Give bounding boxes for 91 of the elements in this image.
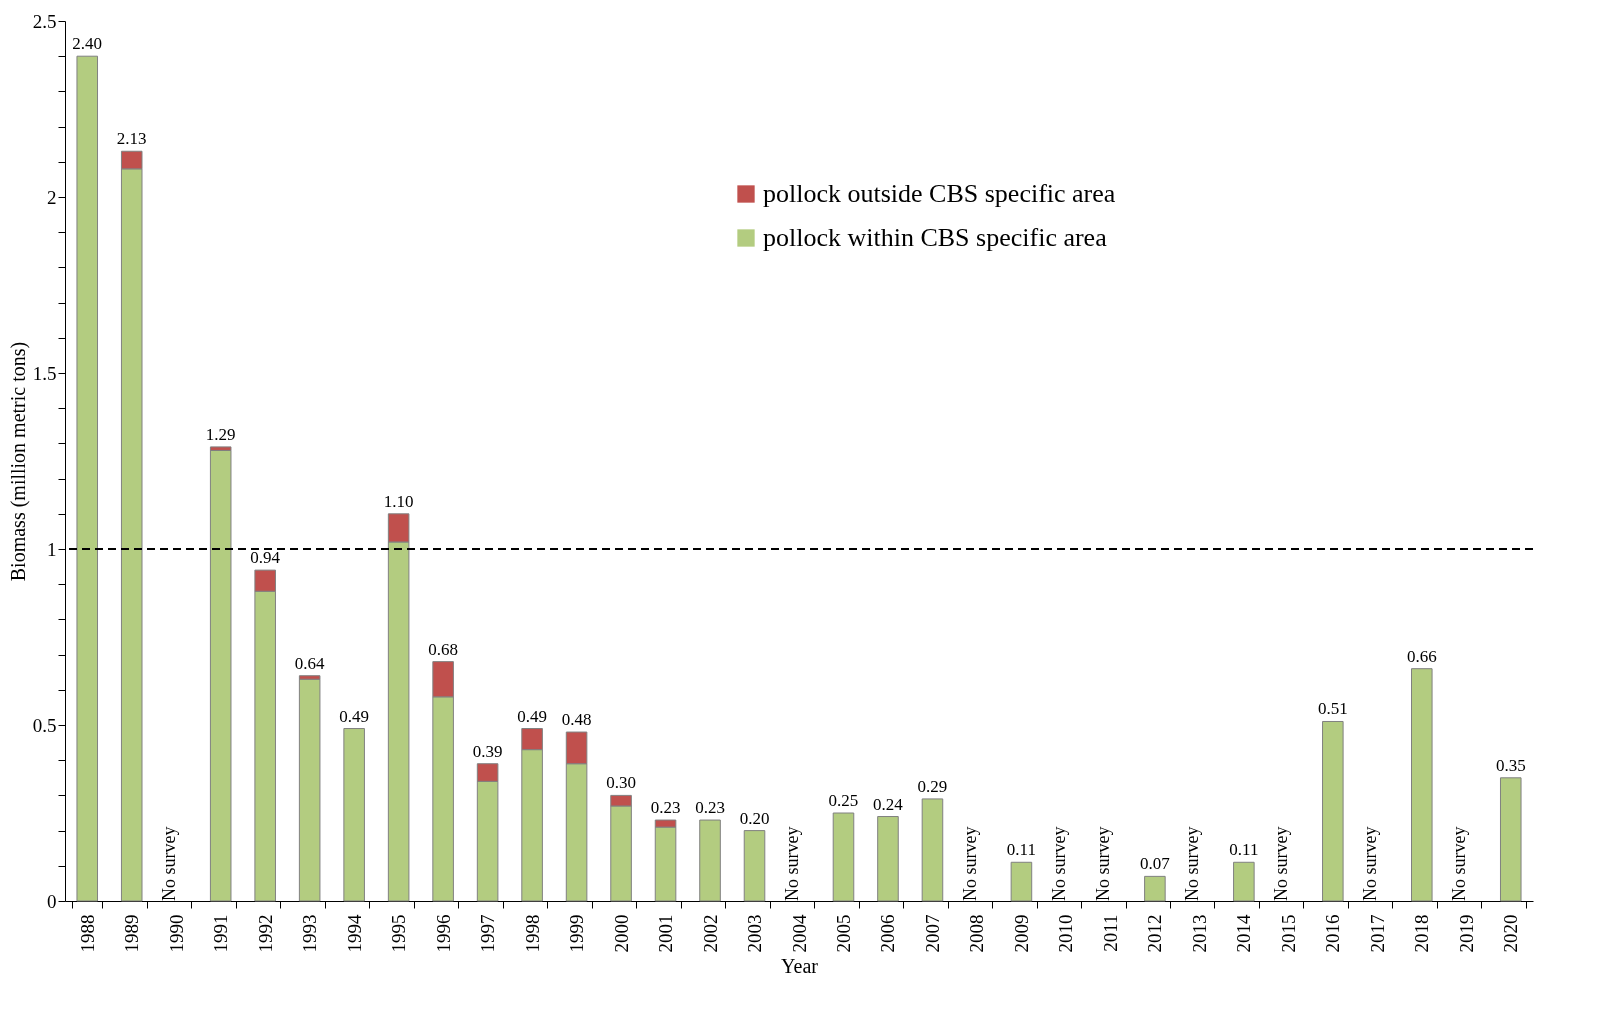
total-label: 1.10 xyxy=(383,491,414,511)
bar xyxy=(1144,875,1166,902)
x-tick-label: 1995 xyxy=(388,914,410,953)
total-label: 0.25 xyxy=(828,791,859,810)
x-tick-label: 2014 xyxy=(1233,914,1255,953)
annotation: No survey xyxy=(1449,826,1470,901)
annotation: No survey xyxy=(959,826,980,901)
annotation: No survey xyxy=(1182,826,1203,901)
total-label: 0.35 xyxy=(1495,755,1526,775)
total-label: 0.11 xyxy=(1006,840,1036,860)
total-label: 0.68 xyxy=(428,639,458,659)
bar xyxy=(921,798,944,902)
total-label: 0.24 xyxy=(873,794,904,814)
x-tick-label: 2005 xyxy=(832,914,854,953)
total-label: 0.64 xyxy=(294,653,326,673)
total-label: 0.94 xyxy=(250,548,281,568)
x-tick-label: 1988 xyxy=(76,914,98,953)
y-tick-label: 0 xyxy=(47,890,57,912)
annotation: No survey xyxy=(1271,826,1292,901)
total-label: 0.51 xyxy=(1317,699,1348,719)
total-label: 0.48 xyxy=(561,710,592,730)
x-tick-label: 1992 xyxy=(254,914,276,953)
total-label: 0.23 xyxy=(695,798,725,818)
x-tick-label: 2004 xyxy=(788,914,810,953)
x-tick-label: 2002 xyxy=(699,914,721,953)
bar xyxy=(1322,720,1344,902)
bar xyxy=(832,812,855,902)
y-tick-label: 1.5 xyxy=(32,362,57,384)
bar xyxy=(1499,777,1522,902)
x-tick-label: 2001 xyxy=(655,914,677,953)
total-label: 0.20 xyxy=(739,808,770,828)
x-tick-label: 2010 xyxy=(1055,914,1077,953)
x-tick-label: 2018 xyxy=(1411,914,1433,953)
y-tick-label: 2.5 xyxy=(32,10,57,32)
legend-label: pollock within CBS specific area xyxy=(763,223,1108,252)
total-label: 0.49 xyxy=(517,706,547,726)
x-tick-label: 2000 xyxy=(610,914,632,953)
x-tick-label: 1989 xyxy=(121,914,143,953)
total-label: 0.39 xyxy=(472,741,503,761)
x-tick-label: 1996 xyxy=(432,914,454,953)
x-tick-label: 2007 xyxy=(921,914,943,953)
total-label: 1.29 xyxy=(205,424,236,444)
legend-label: pollock outside CBS specific area xyxy=(763,179,1116,208)
bar xyxy=(209,449,232,902)
x-tick-label: 2020 xyxy=(1500,914,1522,953)
x-tick-label: 2012 xyxy=(1144,914,1166,953)
annotation: No survey xyxy=(782,826,802,901)
total-label: 2.13 xyxy=(116,129,147,149)
bar xyxy=(877,816,899,902)
bar xyxy=(1411,668,1433,902)
total-label: 0.11 xyxy=(1229,840,1259,860)
annotation: No survey xyxy=(1360,826,1381,901)
total-label: 2.40 xyxy=(72,34,103,54)
x-tick-label: 2008 xyxy=(966,914,988,953)
total-label: 0.66 xyxy=(1406,646,1437,666)
x-tick-label: 1991 xyxy=(210,914,232,953)
total-label: 0.29 xyxy=(917,776,948,796)
x-tick-label: 2015 xyxy=(1277,914,1299,953)
x-tick-label: 1993 xyxy=(299,914,321,953)
bar xyxy=(343,728,365,902)
x-tick-label: 2016 xyxy=(1322,914,1344,953)
y-axis-title: Biomass (million metric tons) xyxy=(6,341,30,582)
annotation: No survey xyxy=(1093,826,1114,901)
bar xyxy=(298,678,321,902)
x-tick-label: 2019 xyxy=(1455,914,1477,953)
x-axis-title: Year xyxy=(781,954,819,977)
bar xyxy=(699,819,721,902)
annotation: No survey xyxy=(159,826,180,901)
y-tick-label: 2 xyxy=(47,186,57,208)
total-label: 0.07 xyxy=(1140,854,1171,874)
x-tick-label: 1990 xyxy=(165,914,187,953)
x-tick-label: 1997 xyxy=(477,914,499,953)
bar xyxy=(1233,861,1255,902)
x-tick-label: 2017 xyxy=(1366,914,1388,953)
bar xyxy=(76,55,99,902)
x-tick-label: 2011 xyxy=(1099,914,1121,952)
total-label: 0.23 xyxy=(650,798,681,818)
y-tick-label: 1 xyxy=(47,538,57,560)
y-tick-label: 0.5 xyxy=(32,714,57,736)
x-tick-label: 1994 xyxy=(343,914,365,953)
total-label: 0.49 xyxy=(339,706,370,726)
x-tick-label: 2003 xyxy=(744,914,766,953)
total-label: 0.30 xyxy=(606,773,636,793)
x-tick-label: 1998 xyxy=(521,914,543,953)
x-tick-label: 1999 xyxy=(566,914,588,953)
annotation: No survey xyxy=(1048,826,1069,901)
x-tick-label: 2013 xyxy=(1188,914,1210,953)
x-tick-label: 2009 xyxy=(1010,914,1032,953)
x-tick-label: 2006 xyxy=(877,914,899,953)
bar xyxy=(743,830,766,902)
bar xyxy=(1010,861,1033,902)
